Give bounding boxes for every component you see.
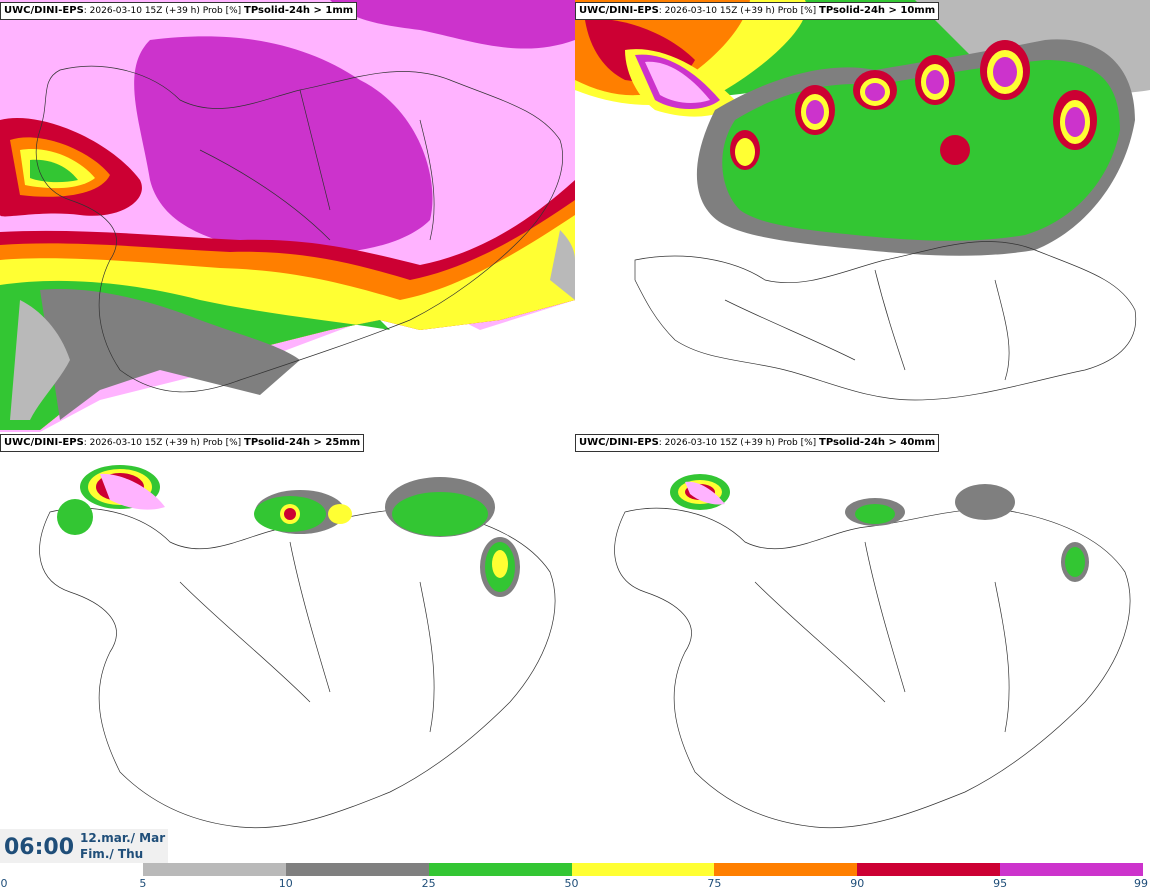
legend-color-bin <box>142 863 286 876</box>
run-info: : 2026-03-10 15Z (+39 h) Prob [%] <box>83 6 242 16</box>
variable-label: TPsolid-24h > 25mm <box>244 437 361 448</box>
legend-color-bin <box>285 863 429 876</box>
legend-color-bin <box>571 863 715 876</box>
legend-tick-label: 95 <box>993 877 1008 890</box>
panel-title-25mm: UWC/DINI-EPS: 2026-03-10 15Z (+39 h) Pro… <box>0 434 365 452</box>
panel-title-40mm: UWC/DINI-EPS: 2026-03-10 15Z (+39 h) Pro… <box>575 434 940 452</box>
legend-tick-label: 5 <box>139 877 147 890</box>
variable-label: TPsolid-24h > 1mm <box>244 5 354 16</box>
run-info: : 2026-03-10 15Z (+39 h) Prob [%] <box>658 6 817 16</box>
map-panel-1mm: UWC/DINI-EPS: 2026-03-10 15Z (+39 h) Pro… <box>0 0 575 432</box>
map-panel-25mm: UWC/DINI-EPS: 2026-03-10 15Z (+39 h) Pro… <box>0 432 575 864</box>
valid-weekday: Fim./ Thu <box>80 847 144 861</box>
variable-label: TPsolid-24h > 10mm <box>819 5 936 16</box>
model-source: UWC/DINI-EPS <box>4 437 84 448</box>
model-source: UWC/DINI-EPS <box>579 5 659 16</box>
valid-date: 12.mar./ Mar <box>80 831 166 845</box>
probability-map-10mm <box>575 0 1150 432</box>
panel-title-1mm: UWC/DINI-EPS: 2026-03-10 15Z (+39 h) Pro… <box>0 2 358 20</box>
probability-map-25mm <box>0 432 575 864</box>
legend-color-bin <box>428 863 572 876</box>
legend-color-bin <box>0 863 143 876</box>
model-source: UWC/DINI-EPS <box>4 5 84 16</box>
map-panel-40mm: UWC/DINI-EPS: 2026-03-10 15Z (+39 h) Pro… <box>575 432 1150 864</box>
legend-tick-label: 90 <box>850 877 865 890</box>
legend-color-bin <box>714 863 858 876</box>
run-info: : 2026-03-10 15Z (+39 h) Prob [%] <box>658 438 817 448</box>
variable-label: TPsolid-24h > 40mm <box>819 437 936 448</box>
legend-tick-label: 0 <box>0 877 8 890</box>
legend-tick-label: 10 <box>278 877 293 890</box>
model-source: UWC/DINI-EPS <box>579 437 659 448</box>
legend-tick-label: 25 <box>421 877 436 890</box>
run-info: : 2026-03-10 15Z (+39 h) Prob [%] <box>83 438 242 448</box>
probability-map-40mm <box>575 432 1150 864</box>
probability-map-1mm <box>0 0 575 432</box>
probability-legend: 0 5 10 25 50 75 90 95 99 <box>0 860 1150 891</box>
legend-color-bin <box>1000 863 1143 876</box>
legend-tick-label: 75 <box>707 877 722 890</box>
legend-tick-label: 50 <box>564 877 579 890</box>
valid-hour: 06:00 <box>4 835 75 860</box>
legend-color-bin <box>857 863 1001 876</box>
valid-time-box: 06:00 12.mar./ Mar Fim./ Thu <box>0 829 168 865</box>
map-panel-10mm: UWC/DINI-EPS: 2026-03-10 15Z (+39 h) Pro… <box>575 0 1150 432</box>
panel-title-10mm: UWC/DINI-EPS: 2026-03-10 15Z (+39 h) Pro… <box>575 2 940 20</box>
legend-tick-label: 99 <box>1134 877 1148 890</box>
